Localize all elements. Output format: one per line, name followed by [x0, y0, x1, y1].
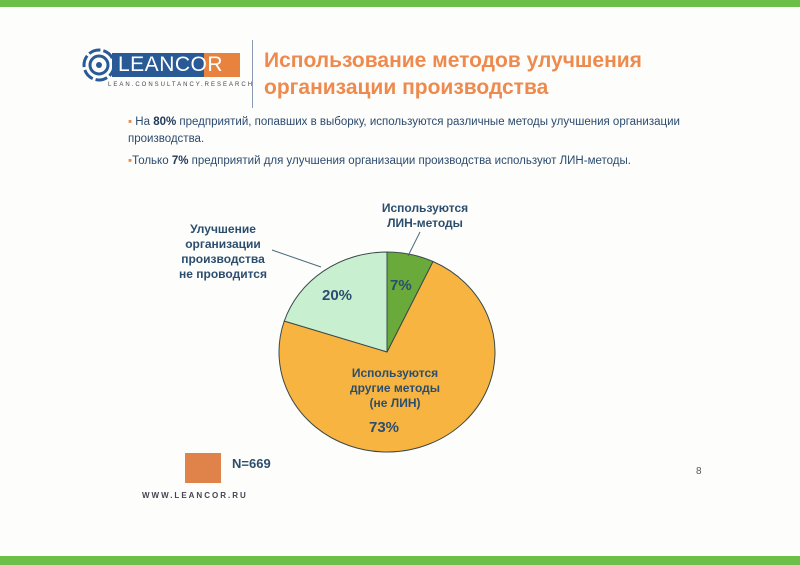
bullet-2: ▪Только 7% предприятий для улучшения орг…	[128, 155, 631, 167]
slice-lean	[386, 251, 434, 353]
label-none: Улучшение организации производства не пров…	[179, 222, 267, 281]
logo-tagline: LEAN.CONSULTANCY.RESEARCH	[108, 82, 255, 88]
pct-none: 20%	[322, 287, 353, 304]
leader-line-none	[271, 249, 322, 268]
leancor-logo: LEANCOR	[82, 48, 242, 82]
label-lean: Используются ЛИН-методы	[381, 201, 469, 230]
label-other: Используются другие методы (не ЛИН)	[350, 366, 440, 410]
leader-line-lean	[407, 231, 421, 257]
divider	[252, 40, 253, 108]
website: WWW.LEANCOR.RU	[142, 491, 248, 500]
pct-lean: 7%	[390, 277, 412, 294]
bottom-green-bar	[0, 556, 800, 565]
pct-other: 73%	[369, 419, 400, 436]
top-green-bar	[0, 0, 800, 7]
slice-none	[283, 251, 388, 353]
slice-other	[278, 260, 496, 453]
page-title: Использование методов улучшения организац…	[264, 49, 642, 99]
page-number: 8	[696, 466, 702, 477]
bullet-1: ▪ На 80% предприятий, попавших в выборку…	[128, 116, 680, 145]
sample-size: N=669	[232, 456, 271, 471]
legend-swatch	[185, 453, 221, 483]
